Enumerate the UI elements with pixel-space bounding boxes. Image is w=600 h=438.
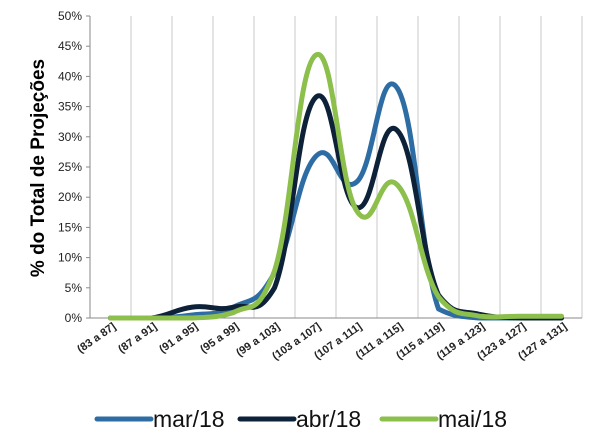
y-tick-label: 15%: [58, 220, 82, 234]
y-tick-label: 10%: [58, 251, 82, 265]
y-tick-label: 20%: [58, 190, 82, 204]
legend-label: mai/18: [438, 406, 507, 432]
legend-label: abr/18: [296, 406, 361, 432]
x-tick-labels: (83 a 87](87 a 91](91 a 95](95 a 99](99 …: [75, 320, 569, 362]
legend: mar/18 abr/18 mai/18: [94, 406, 507, 432]
series-line-mai-18: [108, 52, 564, 321]
y-tick-label: 25%: [58, 160, 82, 174]
x-tick-label: (83 a 87]: [75, 320, 118, 355]
x-tick-label: (87 a 91]: [116, 320, 159, 355]
y-tick-label: 45%: [58, 39, 82, 53]
y-axis-label: % do Total de Projeções: [28, 59, 49, 277]
y-tick-label: 35%: [58, 100, 82, 114]
series-lines: [108, 52, 564, 321]
y-tick-label: 0%: [65, 311, 83, 325]
x-tick-label: (91 a 95]: [157, 320, 200, 355]
legend-label: mar/18: [153, 406, 225, 432]
y-tick-label: 5%: [65, 281, 83, 295]
y-tick-label: 40%: [58, 69, 82, 83]
y-tick-label: 50%: [58, 9, 82, 23]
y-tick-labels: 0% 5% 10% 15% 20% 25% 30% 35% 40% 45% 50%: [58, 9, 82, 325]
y-tick-label: 30%: [58, 130, 82, 144]
